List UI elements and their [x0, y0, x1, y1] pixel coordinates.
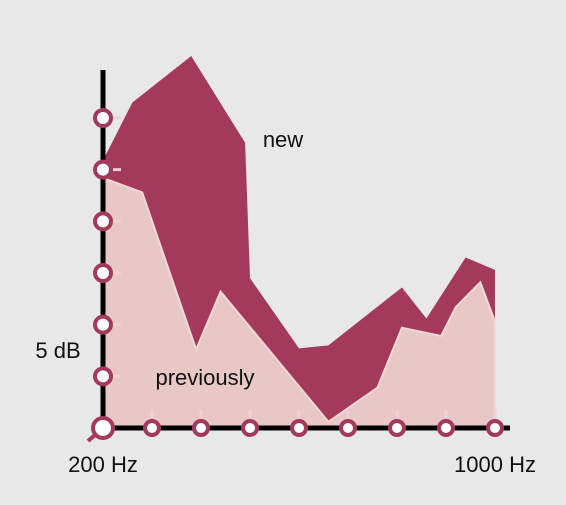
x-tick-label: 200 Hz — [68, 452, 138, 477]
y-tick — [93, 366, 113, 387]
series-label: new — [263, 127, 303, 152]
y-tick — [93, 108, 113, 128]
x-tick — [339, 419, 357, 437]
area — [103, 56, 495, 428]
x-tick-label: 1000 Hz — [454, 452, 536, 477]
x-tick — [143, 419, 161, 437]
x-tick — [192, 419, 210, 437]
x-tick — [437, 419, 455, 437]
x-tick — [290, 419, 308, 437]
x-tick — [241, 419, 259, 437]
y-tick — [93, 263, 113, 283]
y-axis-label: 5 dB — [35, 338, 80, 363]
y-tick — [91, 416, 115, 440]
area — [102, 176, 496, 429]
y-tick — [93, 159, 113, 180]
y-tick — [93, 211, 113, 232]
x-tick — [486, 419, 504, 437]
y-tick — [93, 314, 113, 335]
series-label: previously — [155, 365, 254, 390]
x-tick — [388, 419, 406, 437]
